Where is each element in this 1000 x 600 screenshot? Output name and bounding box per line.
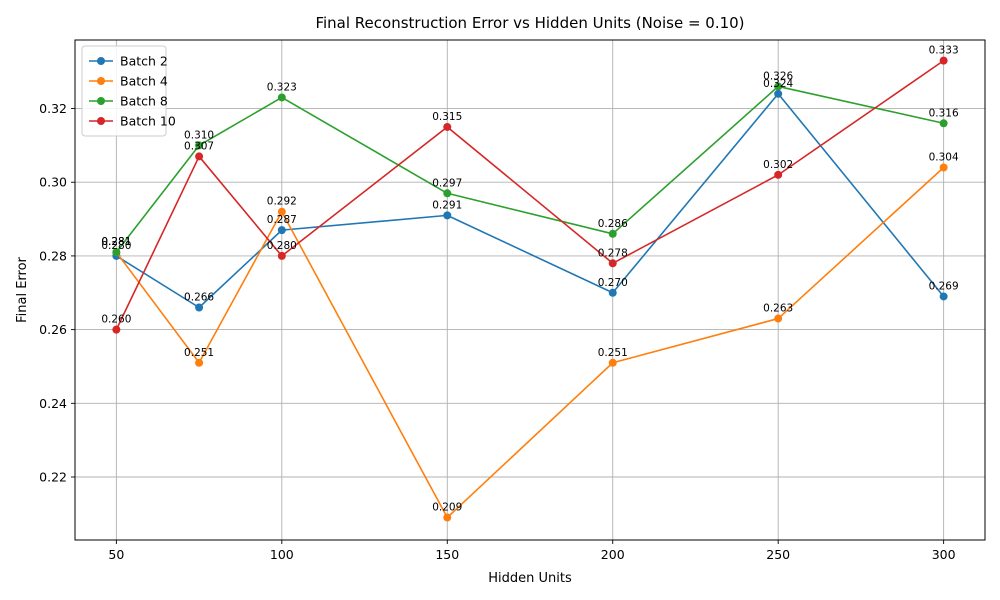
legend-marker-batch-2 <box>97 57 105 65</box>
data-label-batch-10: 0.307 <box>184 140 214 152</box>
data-label-batch-4: 0.251 <box>598 347 628 359</box>
data-label-batch-2: 0.291 <box>432 199 462 211</box>
data-label-batch-2: 0.280 <box>101 240 131 252</box>
data-point-batch-10 <box>939 56 948 65</box>
legend-marker-batch-4 <box>97 77 105 85</box>
series-batch-10 <box>112 56 948 334</box>
data-label-batch-4: 0.263 <box>763 303 793 315</box>
data-label-batch-4: 0.281 <box>101 236 131 248</box>
legend-label-batch-4: Batch 4 <box>120 74 168 89</box>
data-point-batch-10 <box>443 122 452 131</box>
y-tick-label: 0.26 <box>39 322 67 337</box>
legend-label-batch-2: Batch 2 <box>120 54 168 69</box>
data-point-batch-4 <box>608 358 617 367</box>
data-point-batch-10 <box>112 325 121 334</box>
data-label-batch-8: 0.310 <box>184 129 214 141</box>
legend-marker-batch-10 <box>97 117 105 125</box>
y-tick-label: 0.22 <box>39 469 67 484</box>
data-point-batch-8 <box>939 119 948 128</box>
legend-marker-batch-8 <box>97 97 105 105</box>
data-label-batch-10: 0.260 <box>101 314 131 326</box>
data-label-batch-8: 0.326 <box>763 70 793 82</box>
data-label-batch-10: 0.280 <box>267 240 297 252</box>
data-point-batch-2 <box>774 89 783 98</box>
data-label-batch-10: 0.315 <box>432 111 462 123</box>
data-label-batch-4: 0.304 <box>929 151 959 163</box>
data-point-batch-8 <box>774 82 783 91</box>
data-label-batch-10: 0.278 <box>598 247 628 259</box>
legend-label-batch-8: Batch 8 <box>120 94 168 109</box>
data-label-batch-8: 0.323 <box>267 81 297 93</box>
data-label-batch-10: 0.302 <box>763 159 793 171</box>
data-label-batch-10: 0.333 <box>929 45 959 57</box>
data-label-batch-8: 0.286 <box>598 218 628 230</box>
data-label-batch-4: 0.209 <box>432 502 462 514</box>
y-tick-label: 0.32 <box>39 101 67 116</box>
data-point-batch-8 <box>277 93 286 102</box>
x-tick-label: 250 <box>766 547 790 562</box>
legend-label-batch-10: Batch 10 <box>120 114 176 129</box>
x-tick-label: 200 <box>601 547 625 562</box>
data-point-batch-10 <box>608 259 617 268</box>
data-point-batch-8 <box>608 229 617 238</box>
data-label-batch-2: 0.324 <box>763 78 793 90</box>
data-point-batch-8 <box>112 248 121 257</box>
data-point-batch-2 <box>277 226 286 235</box>
data-label-batch-2: 0.287 <box>267 214 297 226</box>
y-tick-label: 0.24 <box>39 396 67 411</box>
data-point-batch-2 <box>443 211 452 220</box>
series-line-batch-10 <box>115 59 945 330</box>
series-batch-4 <box>112 163 948 522</box>
data-label-batch-8: 0.316 <box>929 107 959 119</box>
series-layer <box>112 56 948 522</box>
data-point-batch-8 <box>443 189 452 198</box>
data-label-batch-2: 0.266 <box>184 292 214 304</box>
series-line-batch-2 <box>115 93 945 309</box>
data-point-batch-2 <box>939 292 948 301</box>
data-point-batch-4 <box>277 207 286 216</box>
y-axis-label: Final Error <box>15 256 30 322</box>
data-label-batch-8: 0.281 <box>101 236 131 248</box>
y-tick-label: 0.28 <box>39 248 67 263</box>
chart-title: Final Reconstruction Error vs Hidden Uni… <box>315 14 744 32</box>
grid <box>75 40 985 540</box>
x-axis-label: Hidden Units <box>488 571 572 586</box>
legend: Batch 2 Batch 4 Batch 8 Batch 10 <box>81 45 176 137</box>
data-point-batch-2 <box>608 288 617 297</box>
data-point-batch-8 <box>195 141 204 150</box>
data-point-batch-10 <box>195 152 204 161</box>
x-tick-label: 150 <box>435 547 459 562</box>
data-label-batch-2: 0.269 <box>929 280 959 292</box>
plot-frame <box>74 39 986 541</box>
series-batch-8 <box>112 82 948 257</box>
data-point-batch-10 <box>774 170 783 179</box>
data-label-batch-4: 0.292 <box>267 196 297 208</box>
data-label-batch-8: 0.297 <box>432 177 462 189</box>
x-tick-label: 300 <box>932 547 956 562</box>
data-point-batch-4 <box>774 314 783 323</box>
legend-box <box>81 45 167 137</box>
axis-ticks: 50 100 150 200 250 300 0.22 0.24 0.26 0.28 0.30 0.3… <box>39 101 955 562</box>
x-tick-label: 100 <box>270 547 294 562</box>
data-point-batch-4 <box>939 163 948 172</box>
data-point-batch-4 <box>443 513 452 522</box>
data-point-batch-4 <box>195 358 204 367</box>
y-tick-label: 0.30 <box>39 175 67 190</box>
data-label-batch-4: 0.251 <box>184 347 214 359</box>
data-label-batch-2: 0.270 <box>598 277 628 289</box>
data-point-batch-2 <box>195 303 204 312</box>
series-line-batch-4 <box>115 166 945 519</box>
data-point-batch-10 <box>277 251 286 260</box>
x-tick-label: 50 <box>108 547 124 562</box>
series-line-batch-8 <box>115 85 944 253</box>
data-labels: 0.280 0.266 0.287 0.291 0.270 0.324 0.269 0.281… <box>101 45 959 514</box>
